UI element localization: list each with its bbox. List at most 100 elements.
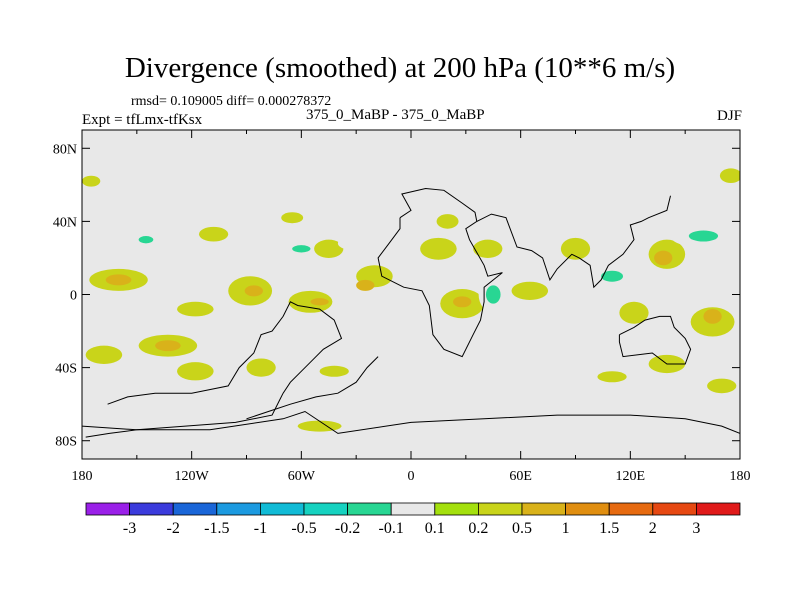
x-tick-label: 180 — [72, 469, 93, 484]
contour-blob — [378, 420, 408, 432]
contour-blob — [420, 237, 457, 260]
colorbar-swatch — [303, 502, 348, 516]
experiment-label: Expt = tfLmx-tfKsx — [82, 112, 203, 128]
contour-blob — [177, 301, 214, 317]
plot-background — [82, 130, 740, 459]
colorbar-label: -0.1 — [379, 520, 404, 537]
contour-blob — [281, 212, 304, 224]
contour-blob — [719, 168, 740, 184]
colorbar-swatch — [696, 502, 741, 516]
colorbar-swatch — [477, 502, 523, 516]
contour-blob — [560, 237, 591, 260]
contour-blob — [443, 250, 488, 273]
contour-blob — [155, 340, 181, 352]
y-tick-label: 80N — [53, 142, 77, 157]
contour-blob — [103, 309, 148, 324]
contour-blob — [688, 230, 719, 242]
contour-blob — [89, 234, 112, 253]
contour-blob — [138, 236, 154, 244]
colorbar-label: -0.5 — [291, 520, 316, 537]
colorbar-label: -3 — [123, 520, 136, 537]
y-tick-label: 40N — [53, 215, 77, 230]
colorbar-label: 0.1 — [425, 520, 445, 537]
colorbar-label: -0.2 — [335, 520, 360, 537]
contour-blob — [118, 234, 163, 253]
contour-blob — [707, 378, 737, 394]
colorbar-label: 0.5 — [512, 520, 532, 537]
colorbar-swatch — [216, 502, 261, 516]
colorbar-swatch — [521, 502, 566, 516]
x-tick-label: 180 — [730, 469, 751, 484]
contour-blob — [259, 338, 289, 353]
x-tick-label: 120E — [616, 469, 646, 484]
contour-blob — [244, 285, 263, 297]
coastline — [246, 356, 379, 420]
x-tick-label: 60W — [288, 469, 316, 484]
contour-blob — [82, 175, 101, 187]
coastline — [377, 187, 503, 358]
colorbar-swatch — [390, 502, 436, 516]
y-tick-label: 80S — [55, 435, 77, 450]
colorbar: -3 -2 -1.5 -1 -0.5 -0.2 -0.1 0.1 0.2 0.5 1 1.5 2 3 — [85, 502, 741, 537]
coastline — [85, 301, 343, 438]
colorbar-swatch — [172, 502, 218, 516]
colorbar-swatch — [129, 502, 174, 516]
colorbar-swatch — [85, 502, 130, 516]
contour-blob — [515, 369, 545, 385]
contour-blob — [548, 312, 585, 332]
colorbar-label: 3 — [692, 520, 700, 537]
contour-blob — [198, 226, 229, 242]
contour-blob — [356, 279, 375, 291]
contour-blob — [85, 345, 123, 364]
y-tick-label: 0 — [70, 289, 77, 304]
colorbar-label: 1 — [562, 520, 570, 537]
x-tick-label: 60E — [509, 469, 532, 484]
axis-layer: 180 120W 60W 0 60E 120E 180 80N 40N 0 40S 80S — [53, 130, 751, 484]
contour-blob — [352, 325, 390, 344]
contour-blob — [453, 296, 472, 308]
contour-blob — [601, 270, 624, 282]
contour-blob — [436, 214, 459, 229]
contour-blob — [177, 362, 214, 381]
contour-blob — [319, 365, 349, 377]
colorbar-label: 1.5 — [599, 520, 619, 537]
contour-blob — [337, 236, 375, 251]
contour-blob — [246, 358, 276, 377]
contour-blob — [105, 274, 132, 286]
colorbar-swatch — [434, 502, 479, 516]
contour-blob — [679, 387, 709, 403]
case-label: 375_0_MaBP - 375_0_MaBP — [306, 107, 485, 123]
colorbar-swatch — [259, 502, 305, 516]
contour-blob — [219, 245, 256, 264]
contour-blob — [703, 268, 740, 284]
stats-label: rmsd= 0.109005 diff= 0.000278372 — [131, 94, 332, 109]
colorbar-swatch — [608, 502, 654, 516]
contour-blob — [531, 151, 583, 163]
contour-blob — [619, 301, 649, 324]
coastline — [618, 315, 692, 365]
coastline — [82, 410, 740, 434]
contour-blob — [297, 420, 342, 432]
colorbar-swatch — [565, 502, 610, 516]
contour-blob — [241, 393, 271, 408]
contour-blob — [473, 239, 503, 258]
contour-blob — [597, 371, 627, 383]
contour-blob — [292, 245, 311, 253]
contour-fill-layer — [82, 151, 740, 432]
contour-blob — [118, 415, 163, 430]
contour-blob — [515, 215, 545, 227]
contour-blob — [314, 239, 344, 258]
colorbar-label: -2 — [167, 520, 180, 537]
x-tick-label: 0 — [408, 469, 415, 484]
contour-blob — [654, 250, 673, 266]
colorbar-label: 2 — [649, 520, 657, 537]
coastline-layer — [82, 187, 740, 438]
contour-blob — [703, 309, 722, 324]
colorbar-label: 0.2 — [468, 520, 488, 537]
contour-blob — [485, 285, 501, 304]
contour-blob — [151, 261, 189, 284]
x-tick-label: 120W — [175, 469, 210, 484]
colorbar-label: -1 — [254, 520, 267, 537]
chart-title: Divergence (smoothed) at 200 hPa (10**6 … — [124, 52, 676, 84]
